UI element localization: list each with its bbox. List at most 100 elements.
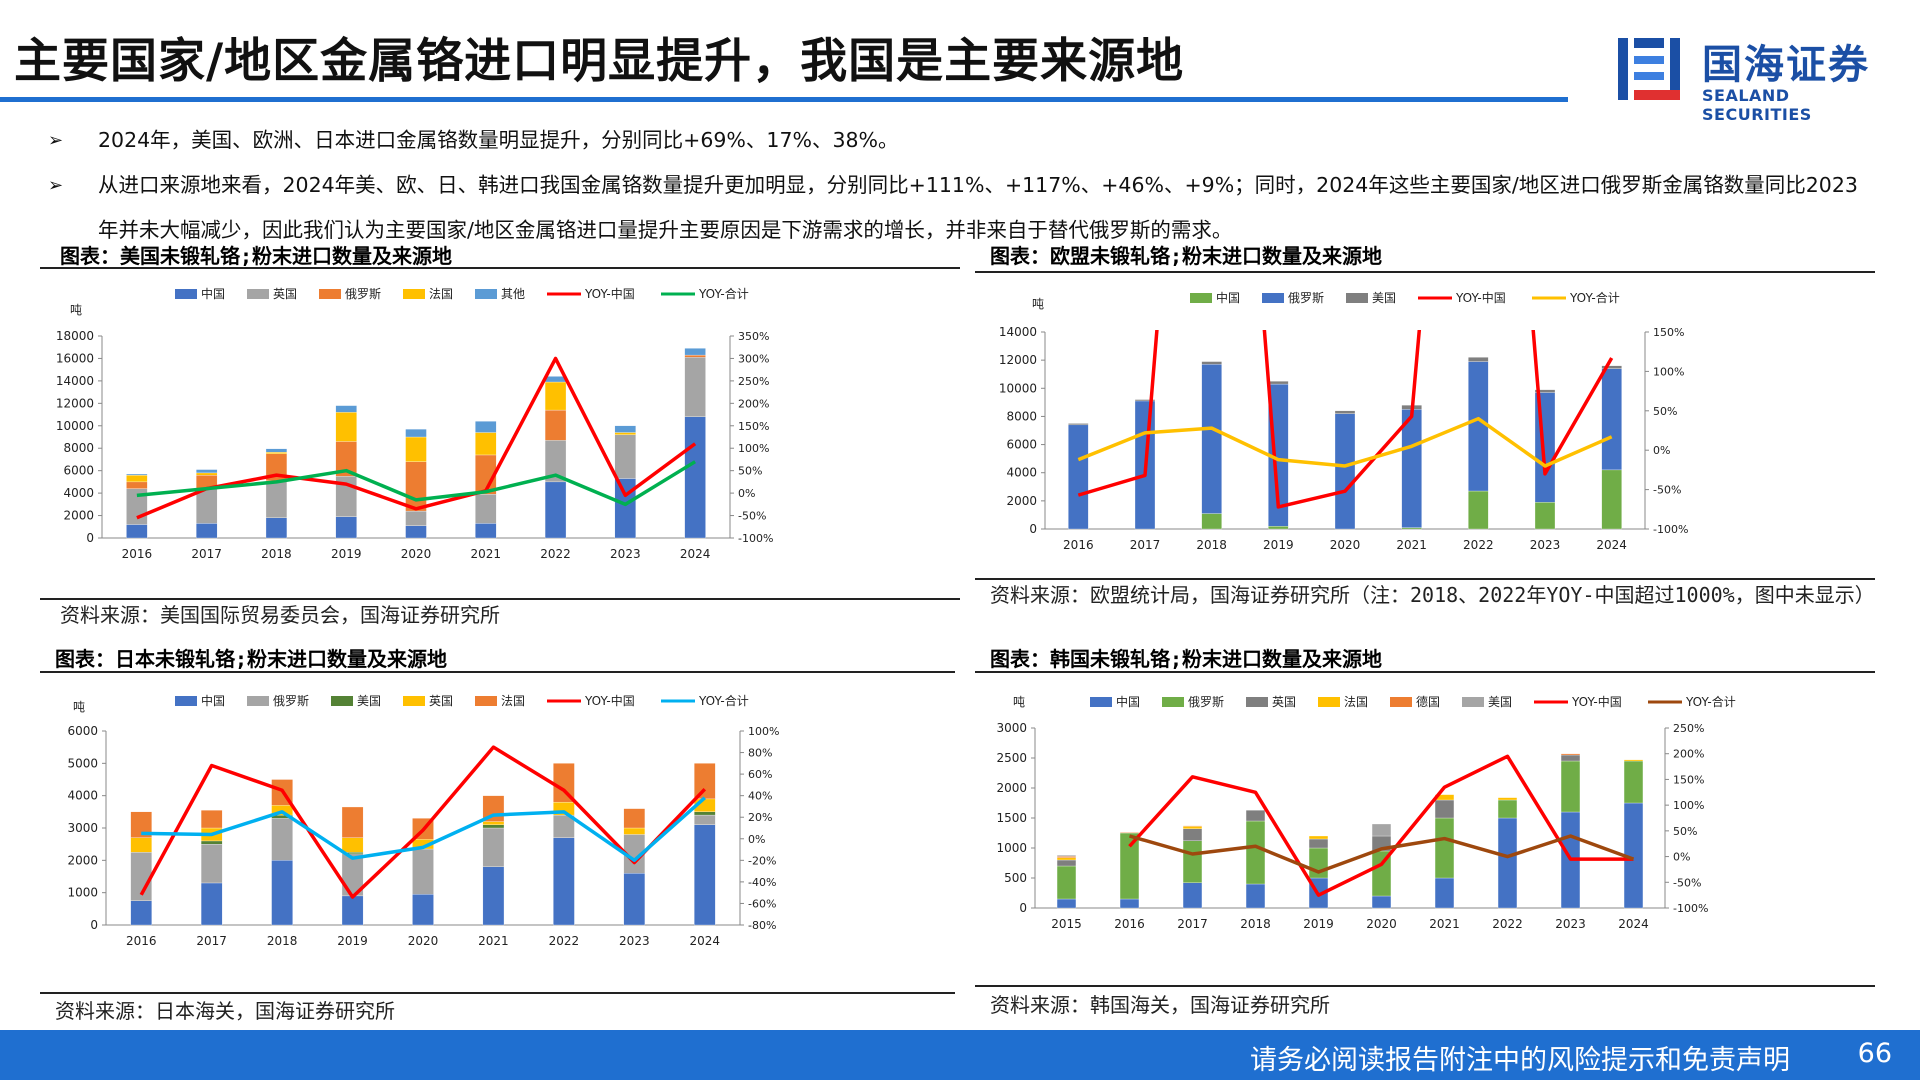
y2-tick-label: 350% xyxy=(738,330,769,343)
x-tick-label: 2016 xyxy=(1114,917,1145,931)
legend-label: YOY-中国 xyxy=(1455,290,1506,305)
bar-segment xyxy=(1468,361,1489,492)
x-tick-label: 2021 xyxy=(1396,538,1427,552)
y2-tick-label: 0% xyxy=(1653,444,1670,457)
us-chart-title: 图表：美国未锻轧铬;粉末进口数量及来源地 xyxy=(60,244,453,268)
legend-label: 中国 xyxy=(201,693,225,708)
x-tick-label: 2016 xyxy=(126,934,157,948)
bar-segment xyxy=(614,425,636,433)
x-tick-label: 2021 xyxy=(471,547,502,561)
bar-segment xyxy=(623,808,646,829)
x-tick-label: 2020 xyxy=(1366,917,1397,931)
bar-segment xyxy=(1468,490,1489,530)
bar-segment xyxy=(1534,502,1556,530)
y2-tick-label: 100% xyxy=(748,725,779,738)
bar-segment xyxy=(475,432,497,456)
bar-segment xyxy=(1182,826,1203,829)
legend-label: 英国 xyxy=(1272,695,1296,709)
bar-segment xyxy=(200,840,223,845)
bar-segment xyxy=(475,421,497,433)
x-tick-label: 2017 xyxy=(1177,917,1208,931)
y-tick-label: 5000 xyxy=(67,756,98,770)
y-tick-label: 16000 xyxy=(56,351,94,365)
bar-segment xyxy=(1434,817,1455,879)
bar-segment xyxy=(482,821,505,825)
y2-tick-label: -50% xyxy=(1673,876,1701,889)
bar-segment xyxy=(684,354,706,358)
bar-segment xyxy=(405,510,427,526)
x-tick-label: 2024 xyxy=(1596,538,1627,552)
legend-swatch xyxy=(1262,293,1284,303)
bar-segment xyxy=(265,517,288,539)
y-tick-label: 2500 xyxy=(996,751,1027,765)
us-chart: 吨 中国 英国 俄罗斯 法国 其他 YOY-中国 YOY-合计 0 2000 4000 6000 800… xyxy=(56,286,774,561)
y-tick-label: 8000 xyxy=(1006,409,1037,423)
legend-label: 法国 xyxy=(1344,695,1368,709)
y-axis-unit: 吨 xyxy=(70,303,82,317)
series-line xyxy=(1129,834,1635,874)
bar-segment xyxy=(684,348,706,356)
bar-segment xyxy=(412,894,434,926)
y2-tick-label: 250% xyxy=(738,375,769,388)
x-tick-label: 2018 xyxy=(261,547,292,561)
bar-segment xyxy=(1334,410,1356,414)
legend-label: YOY-中国 xyxy=(584,286,635,301)
legend-swatch xyxy=(475,696,497,706)
legend-label: 俄罗斯 xyxy=(273,694,309,708)
y2-tick-label: 150% xyxy=(1653,326,1684,339)
bar-segment xyxy=(1308,835,1329,840)
y-tick-label: 6000 xyxy=(63,464,94,478)
bar-segment xyxy=(482,866,505,926)
legend-swatch xyxy=(403,696,425,706)
disclaimer-notice: 请务必阅读报告附注中的风险提示和免责声明 xyxy=(1250,1045,1790,1076)
y2-tick-label: -40% xyxy=(748,876,776,889)
y-tick-label: 1000 xyxy=(67,886,98,900)
y2-tick-label: 20% xyxy=(748,811,772,824)
y-tick-label: 12000 xyxy=(999,353,1037,367)
x-tick-label: 2023 xyxy=(619,934,650,948)
y-tick-label: 12000 xyxy=(56,396,94,410)
x-tick-label: 2016 xyxy=(122,547,153,561)
bar-segment xyxy=(405,461,427,512)
y-tick-label: 2000 xyxy=(1006,494,1037,508)
bar-segment xyxy=(341,806,364,838)
y-axis-unit: 吨 xyxy=(73,700,85,714)
legend-label: 德国 xyxy=(1416,694,1440,709)
bar-segment xyxy=(130,837,152,853)
kr-chart-title: 图表：韩国未锻轧铬;粉末进口数量及来源地 xyxy=(990,647,1383,671)
x-tick-label: 2024 xyxy=(680,547,711,561)
y2-tick-label: -100% xyxy=(1653,523,1688,536)
y-tick-label: 2000 xyxy=(996,781,1027,795)
legend-label: 美国 xyxy=(1488,695,1512,709)
legend-swatch xyxy=(319,289,341,299)
x-tick-label: 2021 xyxy=(1429,917,1460,931)
legend-swatch xyxy=(1346,293,1368,303)
x-tick-label: 2023 xyxy=(610,547,641,561)
bar-segment xyxy=(196,469,218,474)
bar-segment xyxy=(405,525,427,539)
bar-segment xyxy=(1497,797,1518,801)
y-tick-label: 1500 xyxy=(996,811,1027,825)
bar-segment xyxy=(265,451,288,454)
bar-segment xyxy=(196,472,218,476)
y2-tick-label: 200% xyxy=(738,397,769,410)
bar-segment xyxy=(1601,368,1622,471)
legend-swatch xyxy=(403,289,425,299)
bar-segment xyxy=(405,436,427,462)
legend-label: 法国 xyxy=(429,287,453,301)
eu-source: 资料来源：欧盟统计局，国海证券研究所（注：2018、2022年YOY-中国超过1… xyxy=(990,583,1875,607)
y2-tick-label: 0% xyxy=(1673,851,1690,864)
bar-segment xyxy=(1056,855,1077,857)
title-underline xyxy=(0,97,1568,102)
legend-label: 法国 xyxy=(501,694,525,708)
y-tick-label: 10000 xyxy=(999,381,1037,395)
jp-source: 资料来源：日本海关，国海证券研究所 xyxy=(55,999,395,1023)
y2-tick-label: 60% xyxy=(748,768,772,781)
y2-tick-label: 50% xyxy=(1673,825,1697,838)
bar-segment xyxy=(694,763,716,800)
bar-segment xyxy=(623,827,646,835)
divider xyxy=(40,267,960,269)
y2-tick-label: 0% xyxy=(738,487,755,500)
divider xyxy=(975,271,1875,273)
bar-segment xyxy=(1056,856,1077,858)
